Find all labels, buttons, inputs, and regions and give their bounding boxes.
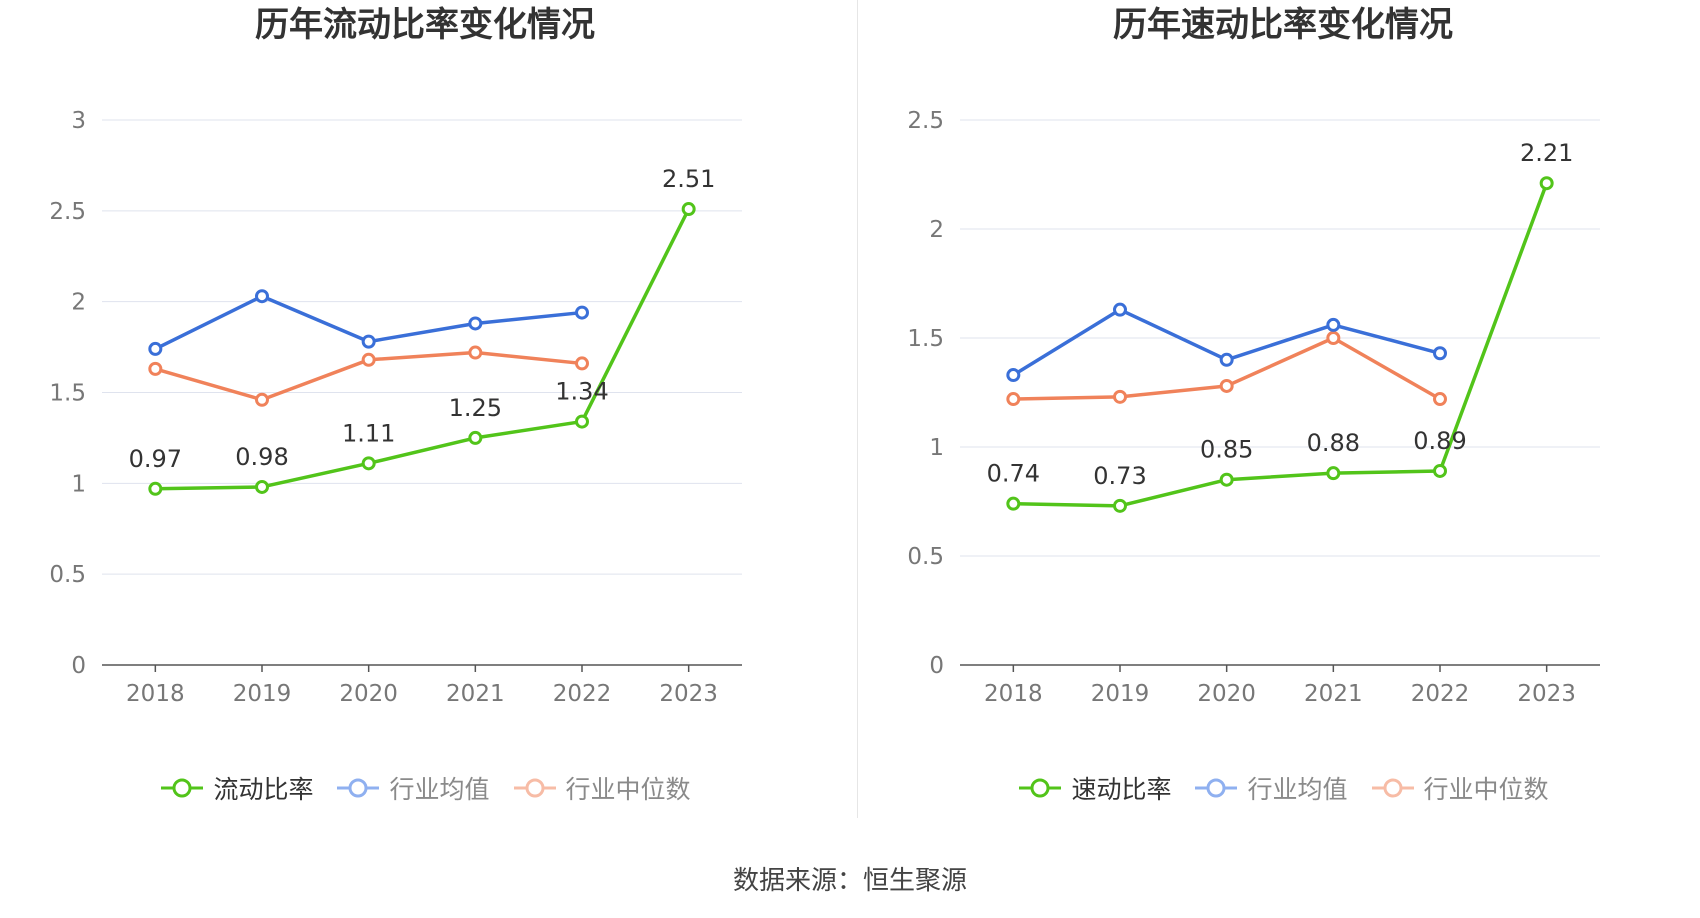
y-tick-label: 1 [71,471,86,497]
data-label: 2.51 [662,165,715,193]
data-label: 1.11 [342,419,395,447]
data-label: 1.34 [555,378,608,406]
chart-title: 历年流动比率变化情况 [255,5,595,45]
data-point [1219,352,1234,367]
data-point [148,361,163,376]
data-label: 0.88 [1307,429,1360,457]
data-label: 0.89 [1413,427,1466,455]
data-point [1326,317,1341,332]
data-label: 2.21 [1520,139,1573,167]
x-tick-label: 2021 [446,681,505,707]
data-point [148,481,163,496]
data-point [681,202,696,217]
x-tick-label: 2018 [984,681,1043,707]
legend-label: 行业中位数 [1423,775,1549,804]
panel-divider [857,0,858,818]
x-tick-label: 2020 [1197,681,1256,707]
legend-label: 行业均值 [389,775,490,804]
data-label: 0.85 [1200,436,1253,464]
x-tick-label: 2019 [233,681,292,707]
legend-item-industry-mean[interactable]: 行业均值 [1193,770,1348,806]
legend-label: 行业均值 [1247,775,1348,804]
x-tick-label: 2023 [1517,681,1576,707]
data-point [1113,302,1127,317]
legend: 流动比率 行业均值 行业中位数 [0,770,850,806]
y-tick-label: 3 [71,108,86,134]
y-tick-label: 0 [71,653,86,679]
data-point [148,341,163,356]
y-tick-label: 2 [71,290,86,316]
legend-item-industry-median[interactable]: 行业中位数 [512,770,691,806]
data-point [255,289,269,304]
data-point [575,356,589,371]
legend-item-current-ratio[interactable]: 流动比率 [159,770,313,806]
x-tick-label: 2022 [553,681,612,707]
y-tick-label: 1 [929,435,944,461]
data-point [1113,389,1127,404]
data-point [1433,463,1447,478]
y-tick-label: 1.5 [49,381,86,407]
legend-line-marker-icon [1019,778,1062,798]
y-tick-label: 0.5 [49,562,86,588]
legend-label: 速动比率 [1071,775,1172,804]
legend-line-marker-icon [513,778,556,798]
line-chart-quick-ratio: 0 0.5 1 1.5 2 2.5 2018 2019 2020 2021 2022 2023 0.74… [907,108,1600,707]
y-tick-label: 2 [929,217,944,243]
data-point [575,414,589,429]
chart-panel-quick-ratio: 历年速动比率变化情况 0 0.5 1 1.5 2 2.5 2018 2019 2020 2021 2… [858,0,1700,830]
legend-line-marker-icon [1195,778,1238,798]
x-tick-label: 2019 [1091,681,1150,707]
data-point [468,430,483,445]
legend-item-quick-ratio[interactable]: 速动比率 [1017,770,1171,806]
chart-panel-current-ratio: 历年流动比率变化情况 0 0.5 1 1.5 2 2.5 3 2018 2019 2020 2021… [0,0,850,830]
data-label: 0.74 [987,460,1040,488]
data-point [1326,466,1341,481]
data-label: 0.97 [129,445,182,473]
data-point [1219,378,1234,393]
data-point [468,316,483,331]
data-point [1433,392,1447,407]
data-point [1006,368,1021,383]
data-point [1113,498,1127,513]
x-tick-label: 2022 [1411,681,1470,707]
legend-line-marker-icon [337,778,380,798]
data-point [255,479,269,494]
y-tick-label: 0 [929,653,944,679]
data-label: 0.73 [1093,462,1146,490]
data-point [361,456,376,471]
data-point [1006,392,1021,407]
y-tick-label: 2.5 [907,108,944,134]
data-point [1219,472,1234,487]
data-point [361,352,376,367]
legend-line-marker-icon [1371,778,1414,798]
data-point [1326,331,1341,345]
x-tick-label: 2020 [339,681,398,707]
series-line [155,208,691,491]
data-point [255,392,269,407]
data-point [575,305,589,320]
y-tick-label: 0.5 [907,544,944,570]
data-source-note: 数据来源：恒生聚源 [732,866,967,896]
data-label: 0.98 [235,443,288,471]
legend: 速动比率 行业均值 行业中位数 [858,770,1700,806]
data-point [1539,176,1554,191]
x-tick-label: 2021 [1304,681,1363,707]
x-tick-label: 2018 [126,681,185,707]
data-label: 1.25 [449,394,502,422]
data-point [361,334,376,349]
chart-title: 历年速动比率变化情况 [1113,5,1453,45]
legend-label: 行业中位数 [565,775,691,804]
data-point [1433,346,1447,361]
x-tick-label: 2023 [659,681,718,707]
line-chart-current-ratio: 0 0.5 1 1.5 2 2.5 3 2018 2019 2020 2021 2022 2023 0.9… [49,108,742,707]
legend-item-industry-median[interactable]: 行业中位数 [1370,770,1549,806]
y-tick-label: 2.5 [49,199,86,225]
y-tick-label: 1.5 [907,326,944,352]
series-line [1013,182,1549,508]
legend-line-marker-icon [161,778,204,798]
legend-item-industry-mean[interactable]: 行业均值 [335,770,490,806]
data-point [1006,496,1021,511]
data-point [468,345,483,360]
legend-label: 流动比率 [213,775,314,804]
